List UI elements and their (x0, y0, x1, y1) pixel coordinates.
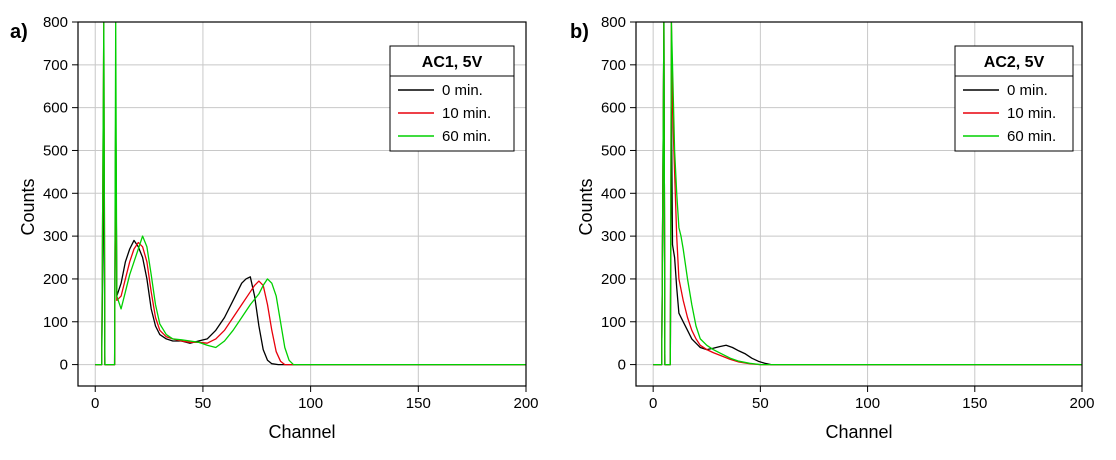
x-tick-label: 0 (91, 395, 99, 412)
chart-b-legend: AC2, 5V 0 min. 10 min. 60 min. (954, 45, 1074, 152)
y-tick-label: 0 (60, 357, 68, 374)
y-tick-label: 0 (618, 357, 626, 374)
y-tick-label: 100 (43, 314, 68, 331)
chart-b-ylabel: Counts (576, 178, 596, 235)
legend-entry-label: 0 min. (442, 82, 483, 99)
y-tick-label: 600 (601, 100, 626, 117)
x-tick-label: 150 (406, 395, 431, 412)
chart-b-frame (635, 21, 1083, 387)
y-tick-label: 300 (601, 228, 626, 245)
chart-a-ylabel: Counts (18, 178, 38, 235)
legend-title-box (389, 45, 515, 77)
legend-entry-label: 10 min. (1007, 105, 1056, 122)
y-tick-label: 100 (601, 314, 626, 331)
y-tick-label: 200 (601, 271, 626, 288)
chart-a-xlabel: Channel (268, 422, 335, 442)
panel-a-label: a) (10, 21, 28, 43)
legend-title: AC1, 5V (422, 54, 483, 71)
y-tick-label: 600 (43, 100, 68, 117)
y-tick-label: 200 (43, 271, 68, 288)
x-tick-label: 50 (195, 395, 212, 412)
legend-title-box (954, 45, 1074, 77)
x-tick-label: 0 (649, 395, 657, 412)
y-tick-label: 500 (43, 142, 68, 159)
chart-a-legend: AC1, 5V 0 min. 10 min. 60 min. (389, 45, 515, 152)
y-tick-label: 700 (43, 57, 68, 74)
y-tick-label: 800 (601, 14, 626, 31)
x-tick-label: 150 (962, 395, 987, 412)
y-tick-label: 500 (601, 142, 626, 159)
chart-panel-a: a) Channel Counts 0 50 100 150 200 0 100 200 300… (0, 0, 558, 455)
series-line-60-min (95, 22, 526, 366)
chart-a-svg: a) Channel Counts 0 50 100 150 200 0 100 200 300… (10, 14, 539, 442)
y-tick-label: 400 (43, 185, 68, 202)
chart-a-frame (77, 21, 527, 387)
y-tick-label: 800 (43, 14, 68, 31)
legend-entry-label: 10 min. (442, 105, 491, 122)
legend-entry-label: 60 min. (442, 128, 491, 145)
chart-b-svg: b) Channel Counts 0 50 100 150 200 0 100 200 300… (570, 14, 1095, 442)
x-tick-label: 200 (513, 395, 538, 412)
y-tick-label: 700 (601, 57, 626, 74)
x-tick-label: 50 (752, 395, 769, 412)
x-tick-label: 100 (298, 395, 323, 412)
chart-panel-b: b) Channel Counts 0 50 100 150 200 0 100 200 300… (558, 0, 1116, 455)
series-line-60-min (653, 22, 1082, 366)
panel-b-label: b) (570, 21, 589, 43)
legend-entry-label: 0 min. (1007, 82, 1048, 99)
chart-a-plot-area (95, 22, 526, 366)
x-tick-label: 100 (855, 395, 880, 412)
y-tick-label: 300 (43, 228, 68, 245)
chart-b-plot-area (653, 22, 1082, 366)
legend-entry-label: 60 min. (1007, 128, 1056, 145)
y-tick-label: 400 (601, 185, 626, 202)
x-tick-label: 200 (1069, 395, 1094, 412)
chart-b-xlabel: Channel (825, 422, 892, 442)
legend-title: AC2, 5V (984, 54, 1045, 71)
